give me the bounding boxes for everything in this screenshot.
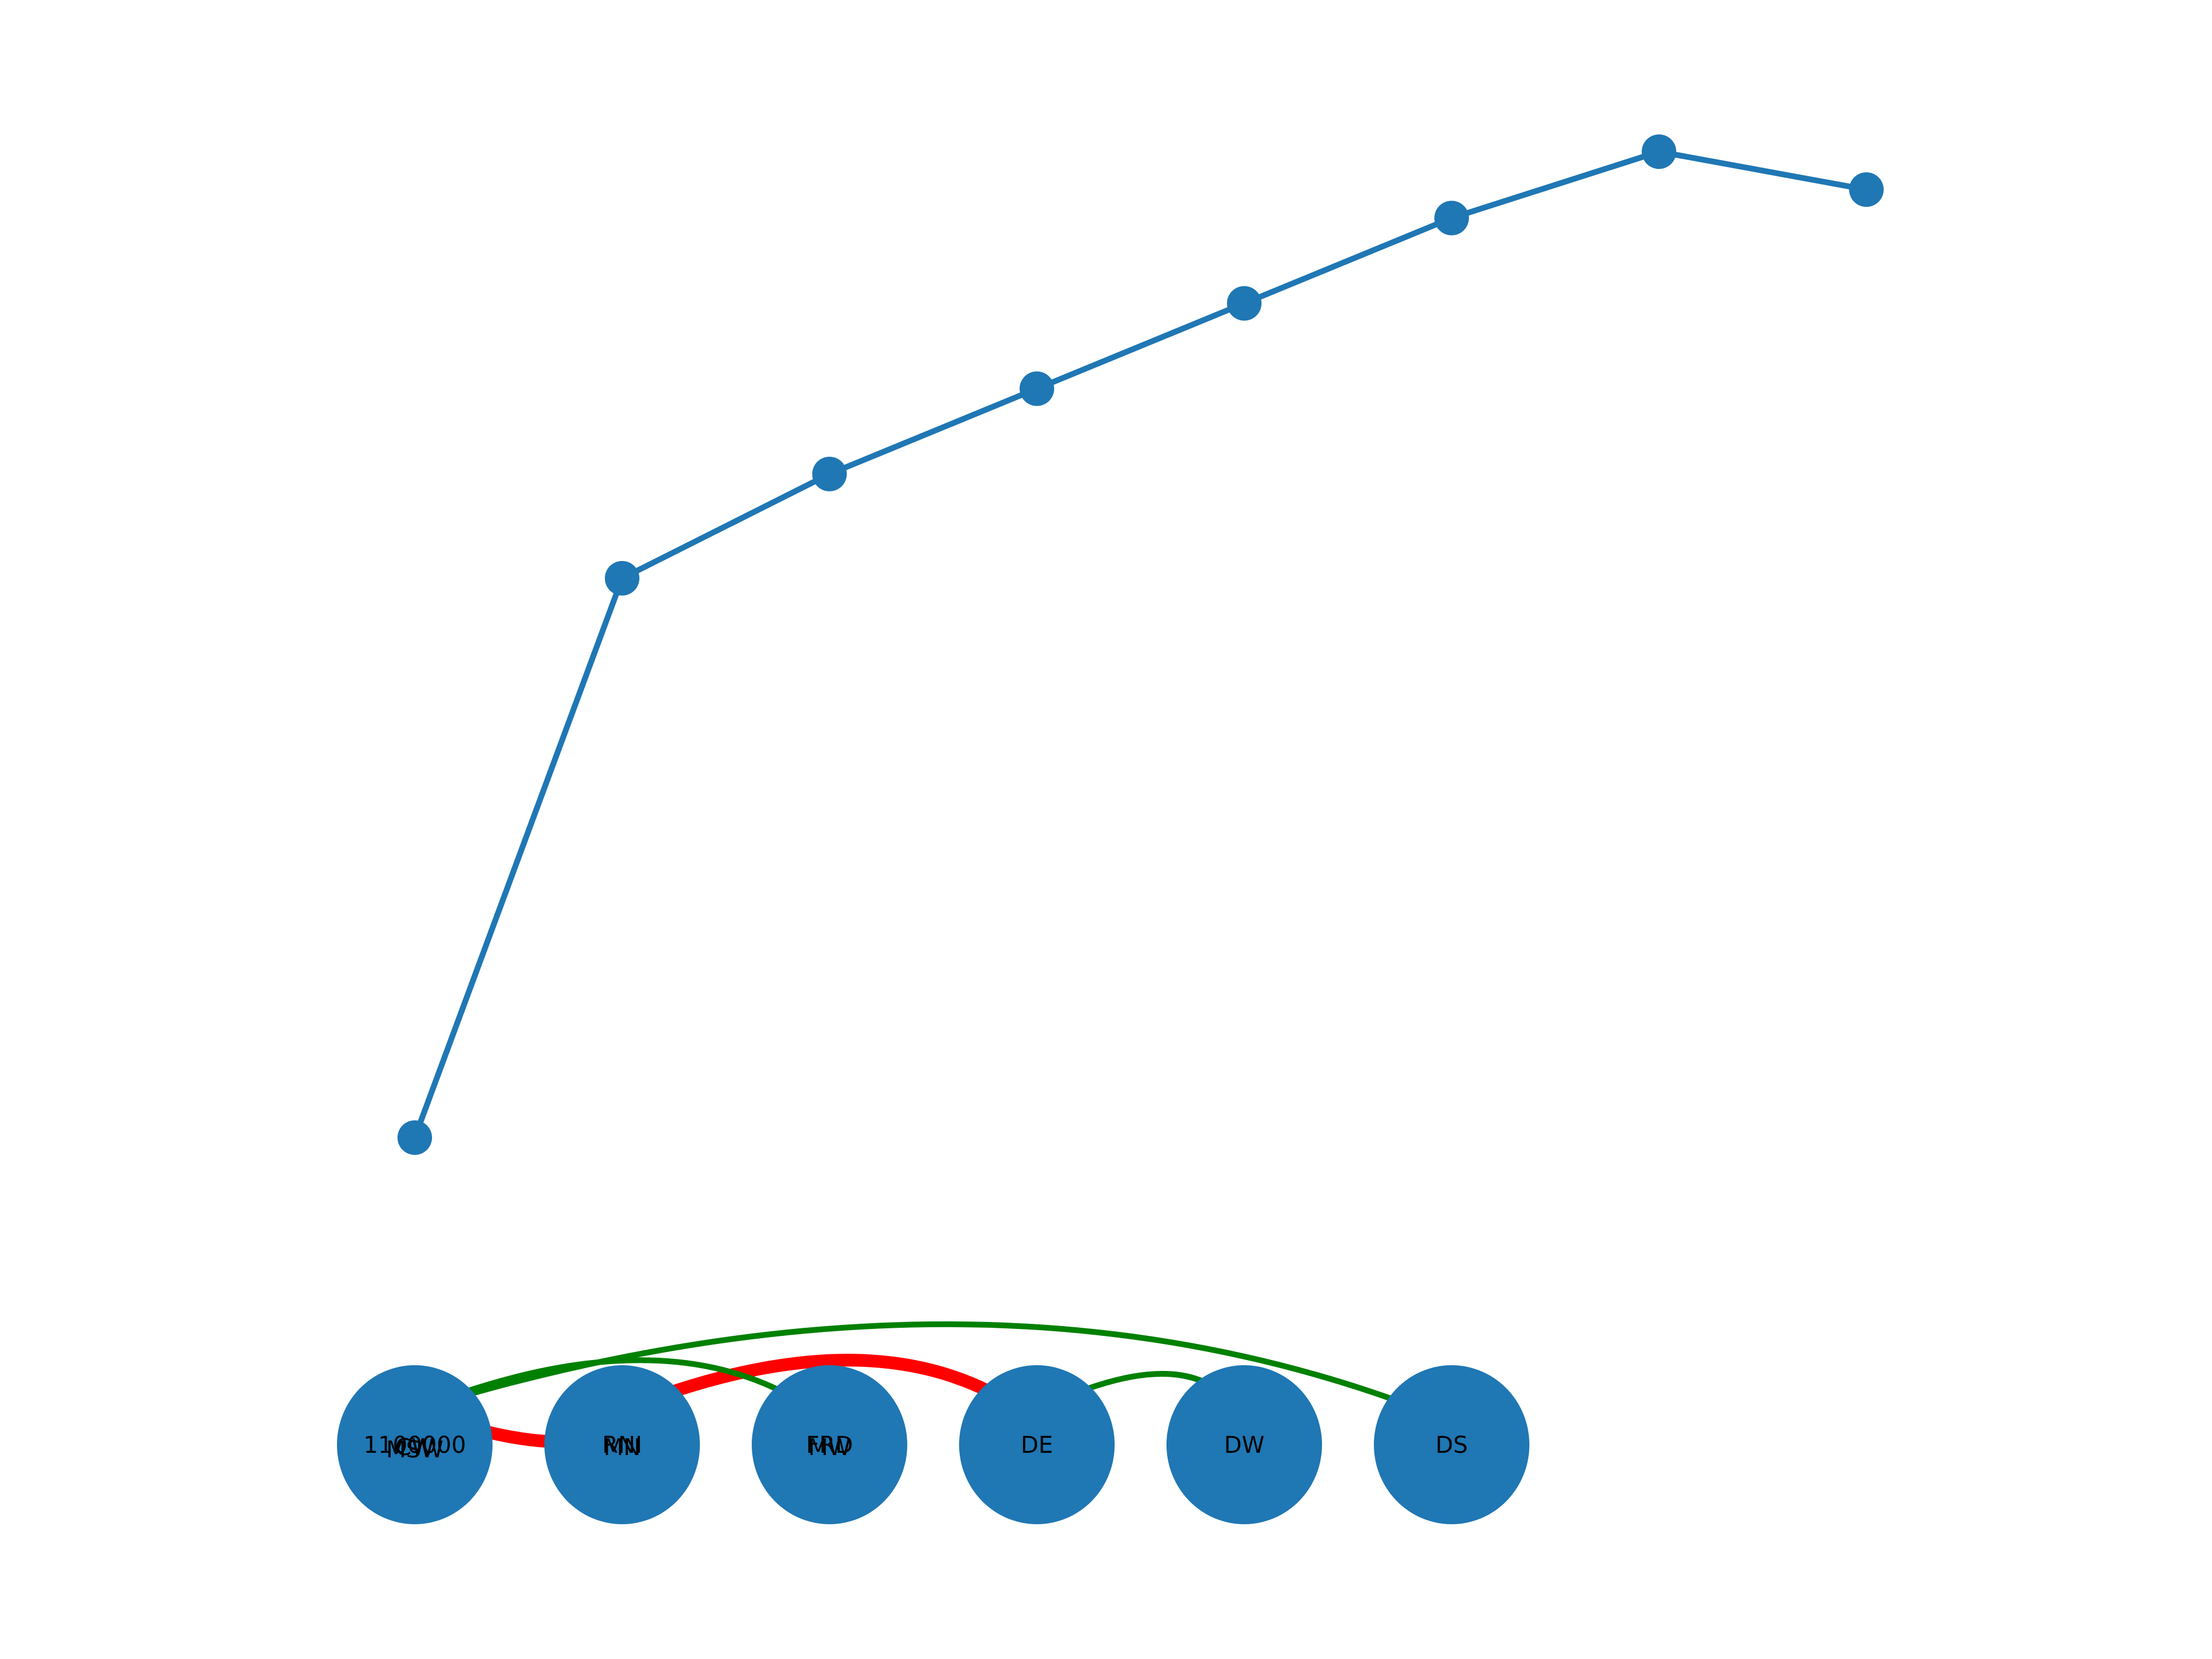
node-label: DS	[1435, 1432, 1468, 1459]
graph-node	[544, 1365, 700, 1524]
node-label: 1100000	[363, 1432, 466, 1459]
data-point	[1227, 286, 1262, 321]
node-label: DW	[1224, 1432, 1264, 1459]
data-point	[1020, 371, 1054, 406]
data-point	[1642, 134, 1676, 169]
data-point	[1434, 200, 1469, 236]
node-label: MW	[808, 1434, 851, 1461]
data-point	[397, 1120, 432, 1155]
node-label: DE	[1021, 1432, 1053, 1459]
graph-node	[752, 1365, 907, 1524]
graph-node	[1374, 1365, 1529, 1524]
graph-edge	[412, 1321, 1455, 1425]
graph-node	[959, 1365, 1115, 1524]
data-point	[1849, 172, 1884, 207]
graph-node	[337, 1365, 493, 1524]
data-point	[605, 560, 639, 596]
node-label: MSW	[386, 1437, 443, 1463]
graph-node	[1166, 1365, 1322, 1524]
node-label: CW	[395, 1434, 434, 1461]
node-label: FRD	[806, 1432, 853, 1459]
line-series	[397, 134, 1884, 1155]
node-label: RNI	[602, 1432, 642, 1459]
series-line	[412, 149, 1867, 1139]
data-point	[812, 456, 847, 491]
node-label: MN	[604, 1434, 641, 1461]
